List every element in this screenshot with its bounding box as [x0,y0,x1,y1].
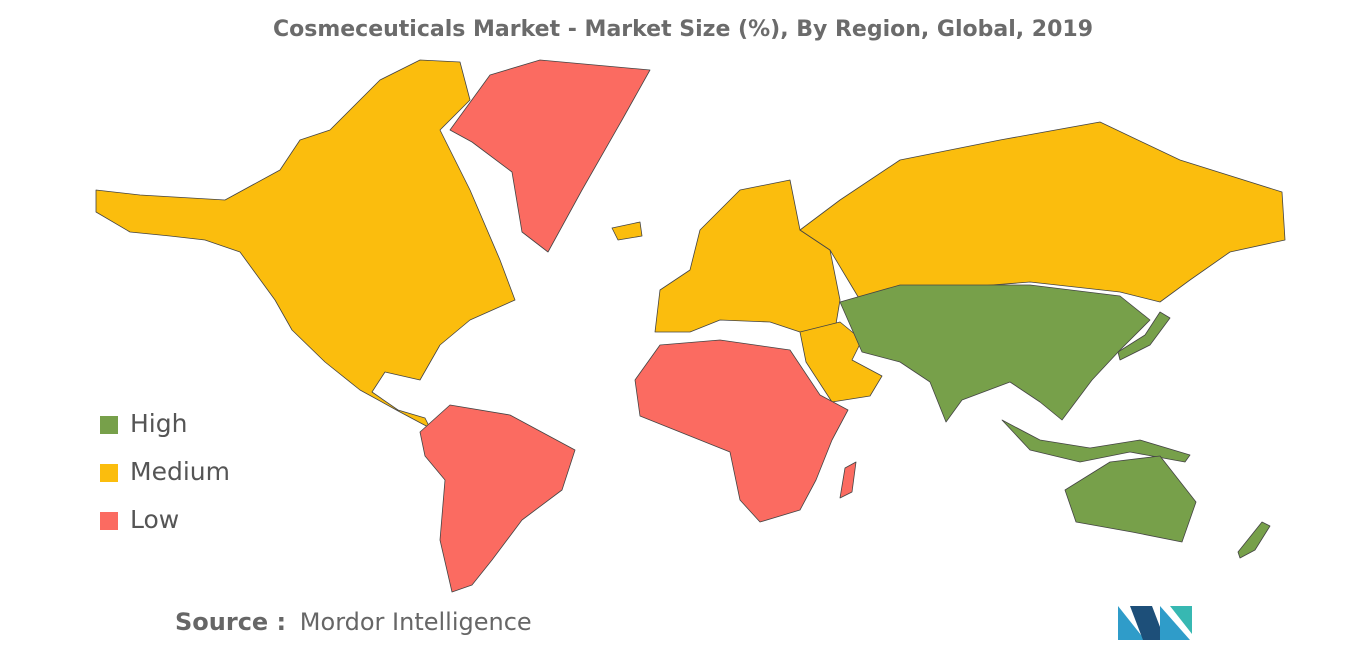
legend-swatch [100,416,118,434]
japan [1117,311,1171,361]
madagascar [839,461,857,499]
title: Cosmeceuticals Market - Market Size (%),… [273,17,1093,42]
legend-label: Medium [130,457,230,486]
middle-east [799,321,883,403]
legend-swatch [100,464,118,482]
europe [654,179,841,333]
africa [634,339,849,523]
north-america [95,59,516,429]
asia [839,284,1151,423]
greenland [449,59,651,253]
south-america [419,404,576,593]
new-zealand [1237,521,1271,559]
logo-shape [1118,606,1145,640]
source: Source : Mordor Intelligence [175,608,532,636]
legend-swatch [100,512,118,530]
logo-shape [1130,606,1165,640]
legend-label: Low [130,505,179,534]
logo-shape [1170,606,1192,634]
logo-shape [1160,606,1190,640]
source-text: Mordor Intelligence [300,608,532,636]
world-map [95,59,1286,593]
iceland [611,221,643,241]
legend-label: High [130,409,187,438]
legend: High Medium Low [100,409,230,534]
australia [1064,455,1197,543]
logo [1118,606,1192,640]
russia [799,121,1286,303]
source-label: Source : [175,608,286,636]
indonesia [1001,419,1191,463]
